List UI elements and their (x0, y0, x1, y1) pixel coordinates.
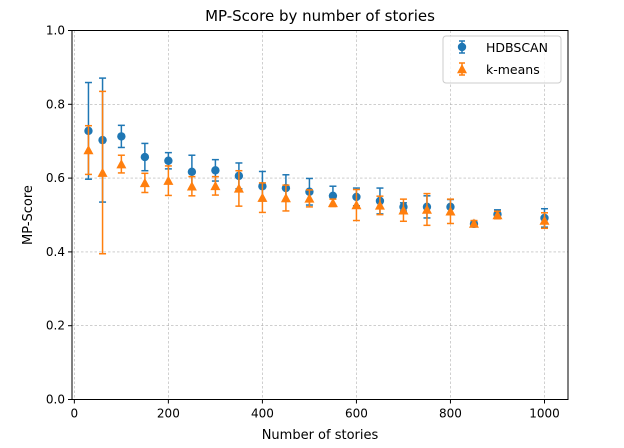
y-axis-label: MP-Score (21, 185, 36, 245)
data-point (257, 192, 268, 202)
data-point (117, 132, 126, 141)
y-tick-label: 0.2 (46, 319, 65, 333)
legend-label-hdbscan: HDBSCAN (486, 40, 548, 55)
data-point (539, 215, 550, 225)
x-tick-label: 1000 (529, 407, 560, 421)
data-point (140, 152, 150, 162)
data-point (164, 156, 173, 165)
data-point (139, 177, 150, 188)
data-point (421, 204, 432, 214)
y-tick-label: 0.0 (46, 393, 65, 407)
data-point (351, 200, 362, 210)
data-point (233, 183, 244, 193)
legend-marker-hdbscan (457, 42, 467, 52)
legend: HDBSCAN k-means (442, 35, 562, 84)
data-point (445, 206, 456, 216)
x-tick-label: 600 (345, 407, 368, 421)
data-point (327, 197, 338, 208)
y-tick-label: 0.4 (46, 245, 65, 259)
data-point (280, 193, 291, 203)
legend-marker-kmeans (457, 64, 467, 74)
data-point (97, 167, 108, 177)
data-point (304, 193, 315, 203)
x-tick-label: 800 (439, 407, 462, 421)
y-tick-label: 1.0 (46, 24, 65, 38)
data-point (163, 175, 174, 185)
data-point (492, 210, 503, 220)
plot-frame (71, 30, 569, 400)
data-point (374, 200, 385, 210)
legend-box (442, 35, 562, 84)
series-kmeans (83, 90, 550, 255)
y-tick-label: 0.8 (46, 97, 65, 111)
x-tick-label: 0 (71, 407, 79, 421)
data-point (328, 191, 338, 201)
data-point (211, 166, 220, 175)
plot-area (83, 77, 550, 255)
x-tick-label: 400 (251, 407, 274, 421)
chart-title: MP-Score by number of stories (205, 7, 435, 25)
data-point (210, 180, 221, 191)
data-point (116, 159, 127, 169)
data-point (187, 167, 197, 177)
y-tick-label: 0.6 (46, 171, 65, 185)
data-point (186, 181, 197, 191)
axis-ticks: 0 200 400 600 800 1000 0.0 0.2 0.4 0.6 0.8 1.0 (46, 24, 560, 421)
x-axis-label: Number of stories (262, 428, 379, 443)
data-point (468, 218, 479, 228)
series-hdbscan (84, 77, 549, 229)
data-point (398, 205, 409, 215)
data-point (83, 145, 94, 155)
x-tick-label: 200 (157, 407, 180, 421)
legend-label-kmeans: k-means (486, 62, 540, 77)
